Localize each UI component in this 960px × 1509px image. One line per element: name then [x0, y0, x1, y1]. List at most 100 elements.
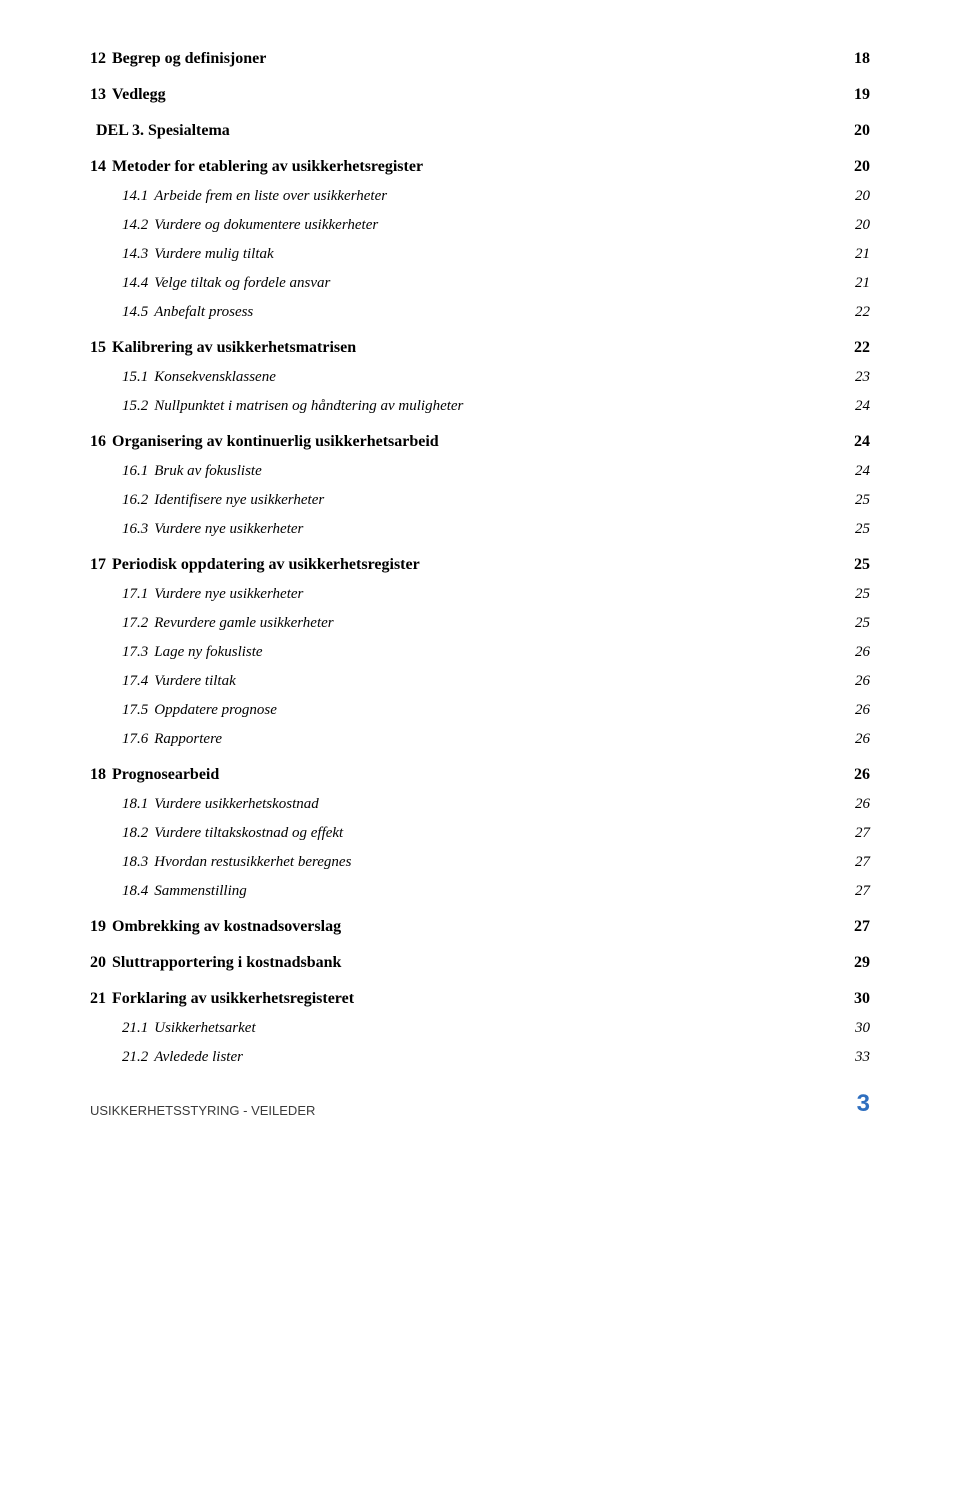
- toc-entry-title: DEL 3. Spesialtema: [90, 122, 230, 140]
- toc-entry-number: 17.6: [122, 731, 148, 748]
- toc-entry-number: 17: [90, 556, 106, 574]
- toc-entry-number: 19: [90, 918, 106, 936]
- toc-entry-level2: 17.5Oppdatere prognose26: [90, 702, 870, 719]
- toc-entry-level2: 14.3Vurdere mulig tiltak21: [90, 246, 870, 263]
- toc-entry-page: 24: [855, 463, 870, 480]
- toc-entry-title: Arbeide frem en liste over usikkerheter: [148, 188, 387, 205]
- toc-entry-page: 26: [855, 702, 870, 719]
- toc-entry-number: 14.5: [122, 304, 148, 321]
- toc-entry-title: Revurdere gamle usikkerheter: [148, 615, 333, 632]
- toc-entry-page: 26: [855, 673, 870, 690]
- toc-entry-page: 27: [855, 883, 870, 900]
- toc-entry-title: Lage ny fokusliste: [148, 644, 262, 661]
- toc-entry-page: 25: [854, 556, 870, 574]
- toc-entry-page: 22: [854, 339, 870, 357]
- toc-entry-page: 23: [855, 369, 870, 386]
- toc-entry-level2: 17.2Revurdere gamle usikkerheter 25: [90, 615, 870, 632]
- toc-entry-page: 25: [855, 492, 870, 509]
- toc-entry-number: 15.2: [122, 398, 148, 415]
- toc-entry-title: Nullpunktet i matrisen og håndtering av …: [148, 398, 463, 415]
- toc-entry-title: Vurdere tiltakskostnad og effekt: [148, 825, 343, 842]
- toc-entry-page: 24: [854, 433, 870, 451]
- toc-entry-number: 18.3: [122, 854, 148, 871]
- toc-entry-level1: DEL 3. Spesialtema20: [90, 122, 870, 140]
- toc-entry-level1: 21Forklaring av usikkerhetsregisteret 30: [90, 990, 870, 1008]
- toc-entry-level2: 16.1Bruk av fokusliste 24: [90, 463, 870, 480]
- toc-entry-level2: 14.2Vurdere og dokumentere usikkerheter 2…: [90, 217, 870, 234]
- toc-entry-number: 18.4: [122, 883, 148, 900]
- toc-entry-title: Vurdere nye usikkerheter: [148, 586, 303, 603]
- table-of-contents: 12Begrep og definisjoner1813Vedlegg19DEL…: [90, 50, 870, 1066]
- toc-entry-level2: 17.4Vurdere tiltak26: [90, 673, 870, 690]
- toc-entry-page: 30: [854, 990, 870, 1008]
- toc-entry-level2: 14.1Arbeide frem en liste over usikkerhe…: [90, 188, 870, 205]
- toc-entry-level1: 12Begrep og definisjoner 18: [90, 50, 870, 68]
- toc-entry-level1: 16Organisering av kontinuerlig usikkerhe…: [90, 433, 870, 451]
- toc-entry-level2: 15.2Nullpunktet i matrisen og håndtering…: [90, 398, 870, 415]
- toc-entry-title: Identifisere nye usikkerheter: [148, 492, 324, 509]
- toc-entry-page: 24: [855, 398, 870, 415]
- toc-entry-level2: 17.3Lage ny fokusliste 26: [90, 644, 870, 661]
- footer-doc-title: USIKKERHETSSTYRING - VEILEDER: [90, 1103, 315, 1118]
- toc-entry-page: 25: [855, 615, 870, 632]
- toc-entry-title: Forklaring av usikkerhetsregisteret: [106, 990, 354, 1008]
- toc-entry-title: Oppdatere prognose: [148, 702, 277, 719]
- toc-entry-number: 16.1: [122, 463, 148, 480]
- toc-entry-page: 19: [854, 86, 870, 104]
- toc-entry-page: 22: [855, 304, 870, 321]
- toc-entry-title: Kalibrering av usikkerhetsmatrisen: [106, 339, 356, 357]
- toc-entry-page: 26: [855, 731, 870, 748]
- toc-entry-title: Anbefalt prosess: [148, 304, 253, 321]
- toc-entry-page: 20: [854, 158, 870, 176]
- toc-entry-title: Vurdere mulig tiltak: [148, 246, 273, 263]
- toc-entry-title: Velge tiltak og fordele ansvar: [148, 275, 330, 292]
- toc-entry-level2: 17.6Rapportere 26: [90, 731, 870, 748]
- toc-entry-title: Prognosearbeid: [106, 766, 219, 784]
- toc-entry-number: 16.2: [122, 492, 148, 509]
- toc-entry-number: 13: [90, 86, 106, 104]
- toc-entry-number: 18: [90, 766, 106, 784]
- toc-entry-level2: 18.2Vurdere tiltakskostnad og effekt27: [90, 825, 870, 842]
- toc-entry-level2: 18.4Sammenstilling 27: [90, 883, 870, 900]
- toc-entry-level1: 14Metoder for etablering av usikkerhetsr…: [90, 158, 870, 176]
- toc-entry-page: 26: [855, 644, 870, 661]
- toc-entry-title: Avledede lister: [148, 1049, 243, 1066]
- toc-entry-page: 30: [855, 1020, 870, 1037]
- toc-entry-number: 21.1: [122, 1020, 148, 1037]
- toc-entry-number: 17.4: [122, 673, 148, 690]
- toc-entry-level2: 18.3Hvordan restusikkerhet beregnes27: [90, 854, 870, 871]
- toc-entry-number: 17.3: [122, 644, 148, 661]
- toc-entry-title: Rapportere: [148, 731, 222, 748]
- toc-entry-page: 33: [855, 1049, 870, 1066]
- toc-entry-number: 14.3: [122, 246, 148, 263]
- toc-entry-number: 14: [90, 158, 106, 176]
- toc-entry-number: 12: [90, 50, 106, 68]
- toc-entry-number: 14.4: [122, 275, 148, 292]
- toc-entry-title: Ombrekking av kostnadsoverslag: [106, 918, 341, 936]
- toc-entry-title: Vurdere usikkerhetskostnad: [148, 796, 319, 813]
- toc-entry-level2: 18.1Vurdere usikkerhetskostnad26: [90, 796, 870, 813]
- page-footer: USIKKERHETSSTYRING - VEILEDER 3: [90, 1090, 870, 1118]
- toc-entry-title: Begrep og definisjoner: [106, 50, 266, 68]
- toc-entry-title: Bruk av fokusliste: [148, 463, 261, 480]
- toc-entry-number: 21: [90, 990, 106, 1008]
- toc-entry-number: 15.1: [122, 369, 148, 386]
- toc-entry-level2: 16.2Identifisere nye usikkerheter 25: [90, 492, 870, 509]
- toc-entry-page: 20: [855, 217, 870, 234]
- toc-entry-page: 27: [855, 854, 870, 871]
- toc-entry-number: 17.2: [122, 615, 148, 632]
- footer-page-number: 3: [857, 1090, 870, 1118]
- toc-entry-title: Vurdere og dokumentere usikkerheter: [148, 217, 378, 234]
- toc-entry-title: Sammenstilling: [148, 883, 247, 900]
- toc-entry-title: Organisering av kontinuerlig usikkerhets…: [106, 433, 439, 451]
- toc-entry-number: 15: [90, 339, 106, 357]
- toc-entry-number: 14.2: [122, 217, 148, 234]
- toc-entry-number: 20: [90, 954, 106, 972]
- toc-entry-page: 20: [855, 188, 870, 205]
- toc-entry-page: 26: [855, 796, 870, 813]
- toc-entry-page: 25: [855, 521, 870, 538]
- toc-entry-level2: 21.2Avledede lister33: [90, 1049, 870, 1066]
- toc-entry-number: 16: [90, 433, 106, 451]
- toc-entry-page: 18: [854, 50, 870, 68]
- toc-entry-number: 18.2: [122, 825, 148, 842]
